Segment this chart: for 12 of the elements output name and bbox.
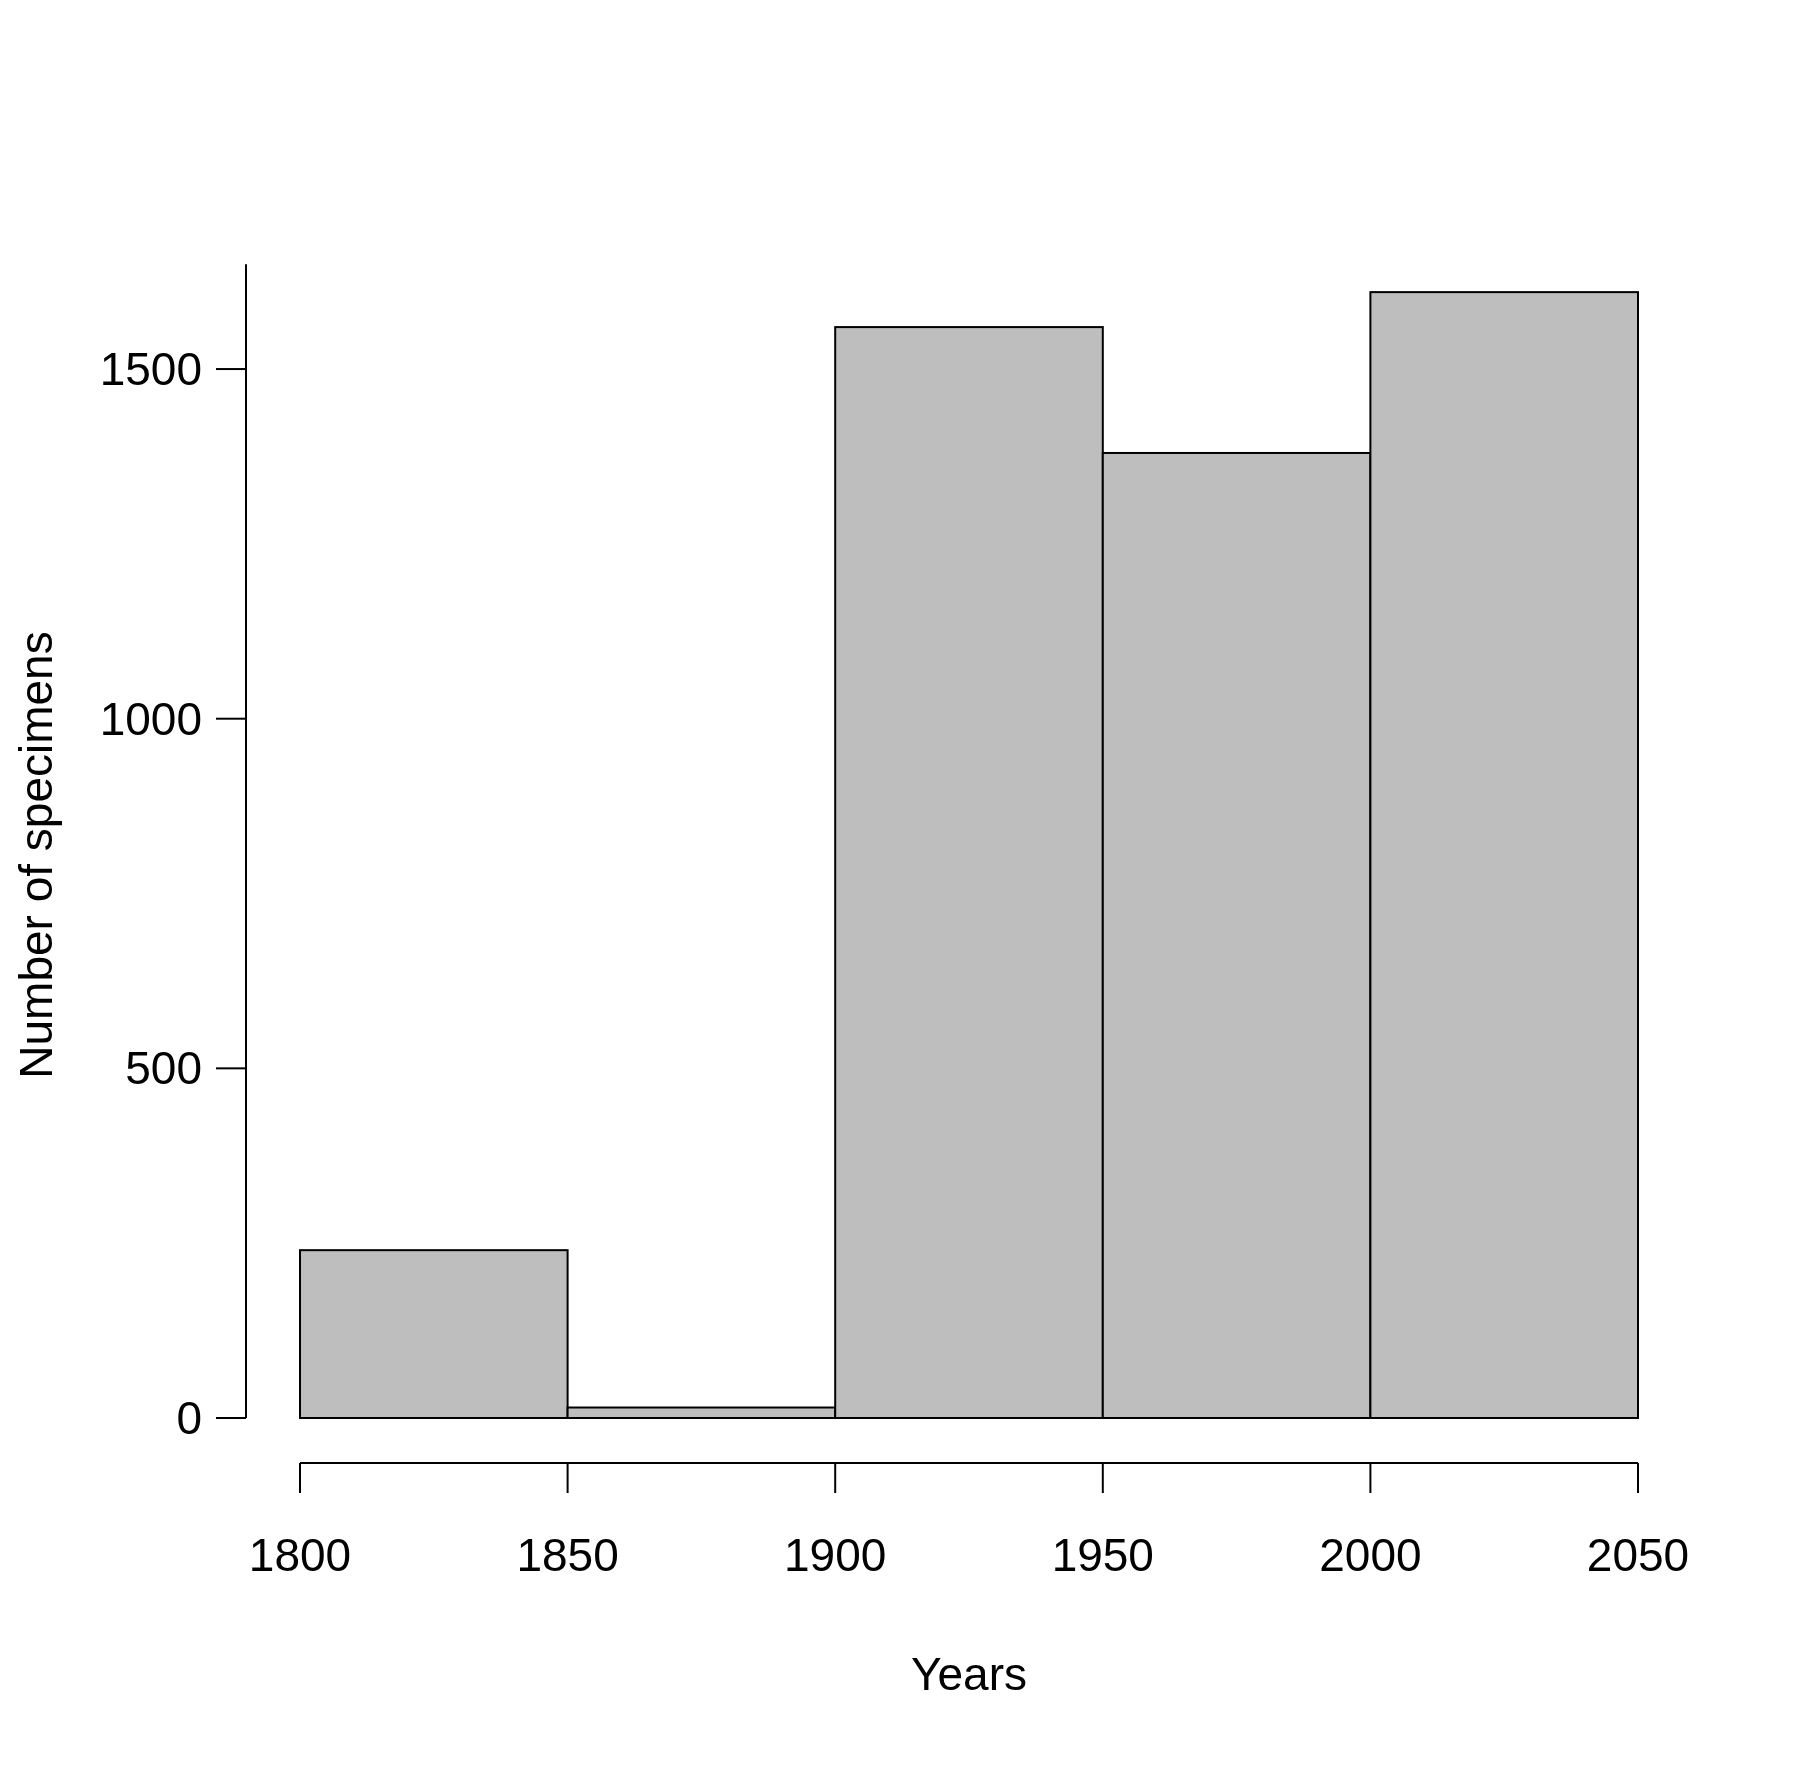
- x-tick-label: 1850: [516, 1529, 619, 1581]
- y-tick-label: 1000: [99, 692, 202, 745]
- x-axis-title: Years: [911, 1648, 1027, 1700]
- x-tick-label: 2000: [1319, 1529, 1422, 1581]
- y-axis-title: Number of specimens: [10, 631, 62, 1079]
- x-tick-label: 1800: [248, 1529, 352, 1581]
- x-tick-label: 2050: [1586, 1529, 1690, 1581]
- y-tick-label: 1500: [99, 343, 202, 396]
- y-tick-label: 500: [125, 1042, 202, 1095]
- x-tick-label: 1900: [784, 1529, 887, 1581]
- x-tick-label: 1950: [1051, 1529, 1154, 1581]
- y-tick-label: 0: [176, 1392, 202, 1444]
